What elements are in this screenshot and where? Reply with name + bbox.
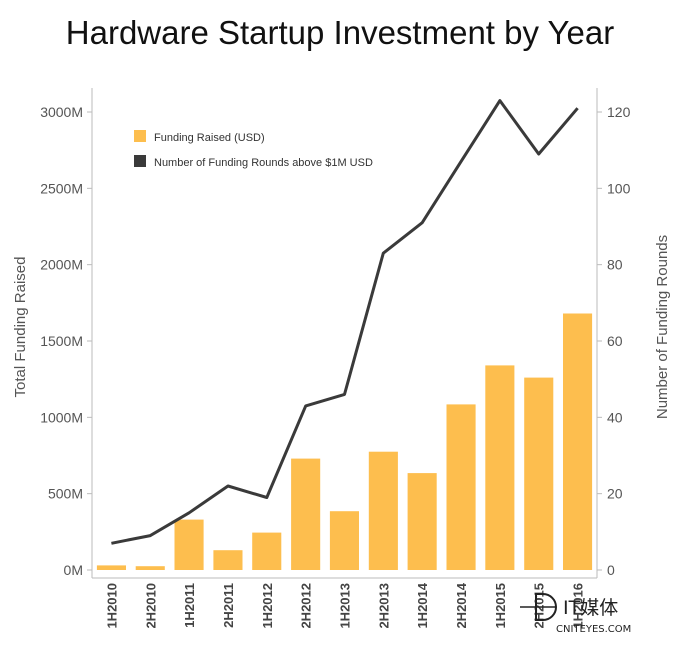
x-tick-label: 2H2013	[376, 583, 391, 629]
legend-swatch-rounds	[134, 155, 146, 167]
x-tick-label: 1H2016	[571, 583, 586, 629]
watermark-domain: CNITEYES.COM	[556, 624, 631, 635]
x-tick-label: 1H2015	[493, 583, 508, 629]
x-tick-label: 1H2014	[415, 582, 430, 628]
bar-1H2011	[174, 519, 204, 570]
chart-title: Hardware Startup Investment by Year	[65, 14, 615, 51]
bar-1H2010	[96, 565, 126, 570]
watermark: IT媒体 CNITEYES.COM	[520, 593, 631, 635]
bar-1H2012	[252, 532, 282, 570]
y-tick-label: 1000M	[40, 409, 83, 425]
y-axis-title: Total Funding Raised	[12, 257, 29, 398]
legend-label-funding: Funding Raised (USD)	[154, 132, 265, 144]
bar-2H2013	[368, 451, 398, 570]
bar-2H2014	[446, 404, 476, 570]
y-tick-label: 3000M	[40, 104, 83, 120]
x-tick-label: 1H2013	[338, 583, 353, 629]
y2-tick-label: 100	[607, 180, 631, 196]
x-axis-ticks: 1H2010 2H2010 1H2011 2H2011 1H2012 2H2012 1H20…	[104, 582, 585, 628]
x-tick-label: 1H2011	[182, 583, 197, 628]
y2-tick-label: 80	[607, 257, 623, 273]
x-tick-label: 1H2012	[260, 583, 275, 629]
x-tick-label: 1H2010	[104, 583, 119, 629]
right-axis-ticks: 0 20 40 60 80 100 120	[597, 104, 631, 578]
y2-tick-label: 40	[607, 409, 623, 425]
x-tick-label: 2H2012	[299, 583, 314, 629]
bar-2H2011	[213, 550, 243, 570]
x-tick-label: 2H2015	[532, 583, 547, 629]
y2-tick-label: 20	[607, 486, 623, 502]
bar-2H2010	[135, 566, 165, 570]
bar-1H2015	[485, 365, 515, 570]
bar-1H2013	[329, 511, 359, 570]
legend: Funding Raised (USD) Number of Funding R…	[134, 130, 373, 169]
y2-tick-label: 60	[607, 333, 623, 349]
bar-2H2012	[291, 458, 321, 570]
y-tick-label: 1500M	[40, 333, 83, 349]
x-tick-label: 2H2014	[454, 582, 469, 628]
y2-axis-title: Number of Funding Rounds	[654, 235, 671, 419]
watermark-logo-mark	[535, 593, 557, 621]
y-tick-label: 2500M	[40, 180, 83, 196]
y2-tick-label: 0	[607, 562, 615, 578]
bar-2H2015	[524, 377, 554, 570]
line-series	[111, 99, 579, 545]
y2-tick-label: 120	[607, 104, 631, 120]
bar-1H2016	[563, 313, 593, 570]
bar-series	[96, 313, 593, 570]
x-tick-label: 2H2011	[221, 583, 236, 628]
y-tick-label: 2000M	[40, 257, 83, 273]
x-tick-label: 2H2010	[143, 583, 158, 629]
watermark-name: IT媒体	[563, 597, 618, 619]
bar-1H2014	[407, 473, 437, 570]
legend-swatch-funding	[134, 130, 146, 142]
y-tick-label: 500M	[48, 486, 83, 502]
legend-label-rounds: Number of Funding Rounds above $1M USD	[154, 157, 373, 169]
left-axis-ticks: 0M 500M 1000M 1500M 2000M 2500M 3000M	[40, 104, 92, 578]
y-tick-label: 0M	[64, 562, 83, 578]
